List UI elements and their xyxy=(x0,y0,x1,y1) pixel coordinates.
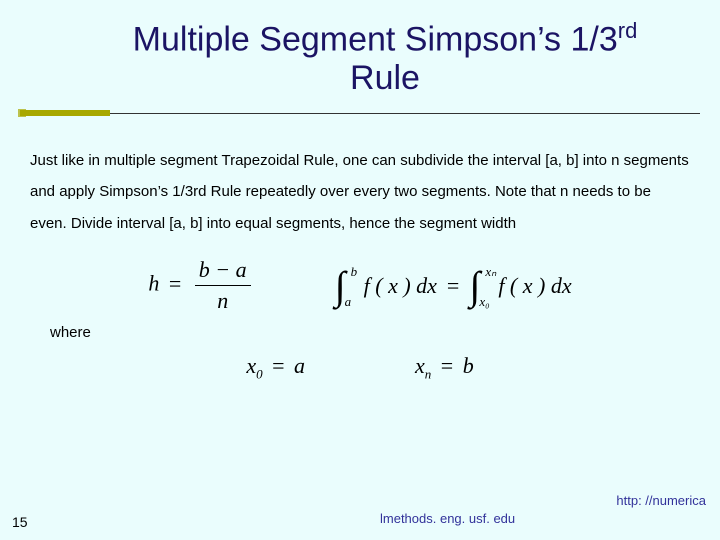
title-underline xyxy=(20,113,700,119)
equals-sign-4: = xyxy=(441,353,453,378)
int1-upper: b xyxy=(351,264,358,280)
accent-bar xyxy=(20,110,110,116)
eq-x0: x0 = a xyxy=(246,353,305,382)
eq-h: h = b − a n xyxy=(148,257,254,314)
slide: Multiple Segment Simpson’s 1/3rd Rule Ju… xyxy=(0,0,720,540)
footer-url-right: http: //numerica xyxy=(616,493,706,508)
title-text-1: Multiple Segment Simpson’s 1/3 xyxy=(133,20,618,58)
body-paragraph: Just like in multiple segment Trapezoida… xyxy=(20,145,700,240)
footer-url-bottom: lmethods. eng. usf. edu xyxy=(380,511,515,526)
title-text-2: Rule xyxy=(350,59,420,97)
eq-x0-sub: 0 xyxy=(256,366,263,381)
formula-row-2: x0 = a xn = b xyxy=(20,353,700,382)
where-label: where xyxy=(50,324,700,341)
equals-sign: = xyxy=(169,271,181,296)
eq-xn-sub: n xyxy=(425,366,432,381)
eq-integrals: ∫ b a f ( x ) dx = ∫ xₙ x₀ f ( x ) dx xyxy=(335,270,572,302)
eq-xn-rhs: b xyxy=(463,353,474,378)
int2-upper: xₙ xyxy=(485,264,496,280)
int1-expr: f ( x ) dx xyxy=(364,273,437,299)
fraction-denominator: n xyxy=(217,286,228,314)
eq-x0-rhs: a xyxy=(294,353,305,378)
integral-2: ∫ xₙ x₀ f ( x ) dx xyxy=(469,270,571,302)
accent-square-icon xyxy=(18,109,26,117)
slide-title: Multiple Segment Simpson’s 1/3rd Rule xyxy=(20,18,700,109)
equals-sign-3: = xyxy=(272,353,284,378)
formula-row-1: h = b − a n ∫ b a f ( x ) dx = ∫ xₙ x₀ f… xyxy=(20,257,700,314)
int1-lower: a xyxy=(345,294,352,310)
eq-xn-var: x xyxy=(415,353,425,378)
integral-1: ∫ b a f ( x ) dx xyxy=(335,270,437,302)
title-superscript: rd xyxy=(618,18,638,43)
page-number: 15 xyxy=(12,514,28,530)
eq-h-lhs: h xyxy=(148,271,159,296)
fraction: b − a n xyxy=(195,257,251,314)
int2-expr: f ( x ) dx xyxy=(498,273,571,299)
eq-xn: xn = b xyxy=(415,353,474,382)
equals-sign-2: = xyxy=(447,273,459,299)
int2-lower: x₀ xyxy=(479,294,489,310)
fraction-numerator: b − a xyxy=(195,257,251,286)
rule-line xyxy=(20,113,700,114)
eq-x0-var: x xyxy=(246,353,256,378)
